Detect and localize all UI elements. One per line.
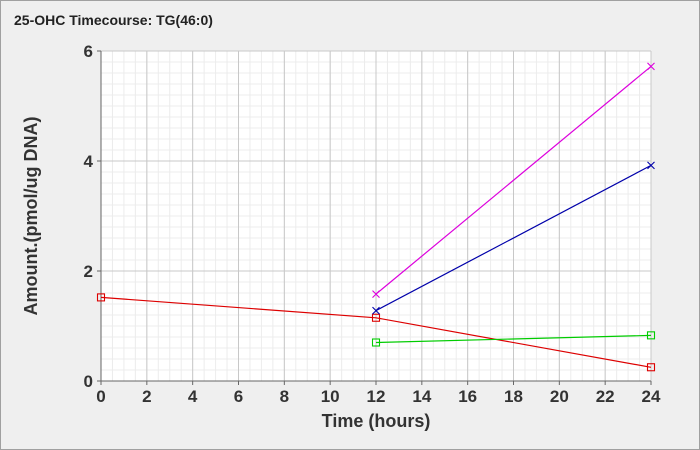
series-line <box>375 334 652 344</box>
data-point <box>646 331 656 340</box>
y-tick-label: 0 <box>84 372 93 391</box>
y-tick-label: 6 <box>84 42 93 61</box>
x-tick-label: 4 <box>188 387 198 406</box>
series-line <box>375 164 652 312</box>
data-point <box>646 363 656 372</box>
x-tick-label: 18 <box>504 387 523 406</box>
data-point <box>372 290 380 298</box>
y-axis-label: Amount.(pmol/ug DNA) <box>21 117 41 316</box>
y-tick-labels: 0 2 4 6 <box>84 42 94 391</box>
data-point <box>96 293 106 302</box>
x-tick-label: 10 <box>321 387 340 406</box>
data-point <box>372 306 380 315</box>
x-tick-labels: 0 2 4 6 8 10 12 14 16 18 20 22 24 <box>96 387 661 406</box>
series-2 <box>371 331 656 347</box>
series-3 <box>372 161 655 315</box>
axes <box>97 50 652 385</box>
series-line <box>100 296 652 368</box>
x-tick-label: 24 <box>642 387 661 406</box>
series-line <box>375 65 652 295</box>
data-point <box>371 338 381 347</box>
x-tick-label: 2 <box>142 387 151 406</box>
x-tick-label: 6 <box>234 387 243 406</box>
x-tick-label: 0 <box>96 387 105 406</box>
x-tick-label: 22 <box>596 387 615 406</box>
series-layer <box>96 62 656 372</box>
x-tick-label: 12 <box>367 387 386 406</box>
x-tick-label: 20 <box>550 387 569 406</box>
x-tick-label: 8 <box>280 387 289 406</box>
series-1 <box>96 293 656 372</box>
y-tick-label: 2 <box>84 262 93 281</box>
x-axis-label: Time (hours) <box>322 411 431 431</box>
x-tick-label: 14 <box>412 387 431 406</box>
y-tick-label: 4 <box>84 152 94 171</box>
data-point <box>647 62 655 71</box>
series-4 <box>372 62 655 298</box>
data-point <box>371 313 381 322</box>
x-tick-label: 16 <box>458 387 477 406</box>
data-point <box>647 161 655 170</box>
chart-title: 25-OHC Timecourse: TG(46:0) <box>14 12 213 28</box>
